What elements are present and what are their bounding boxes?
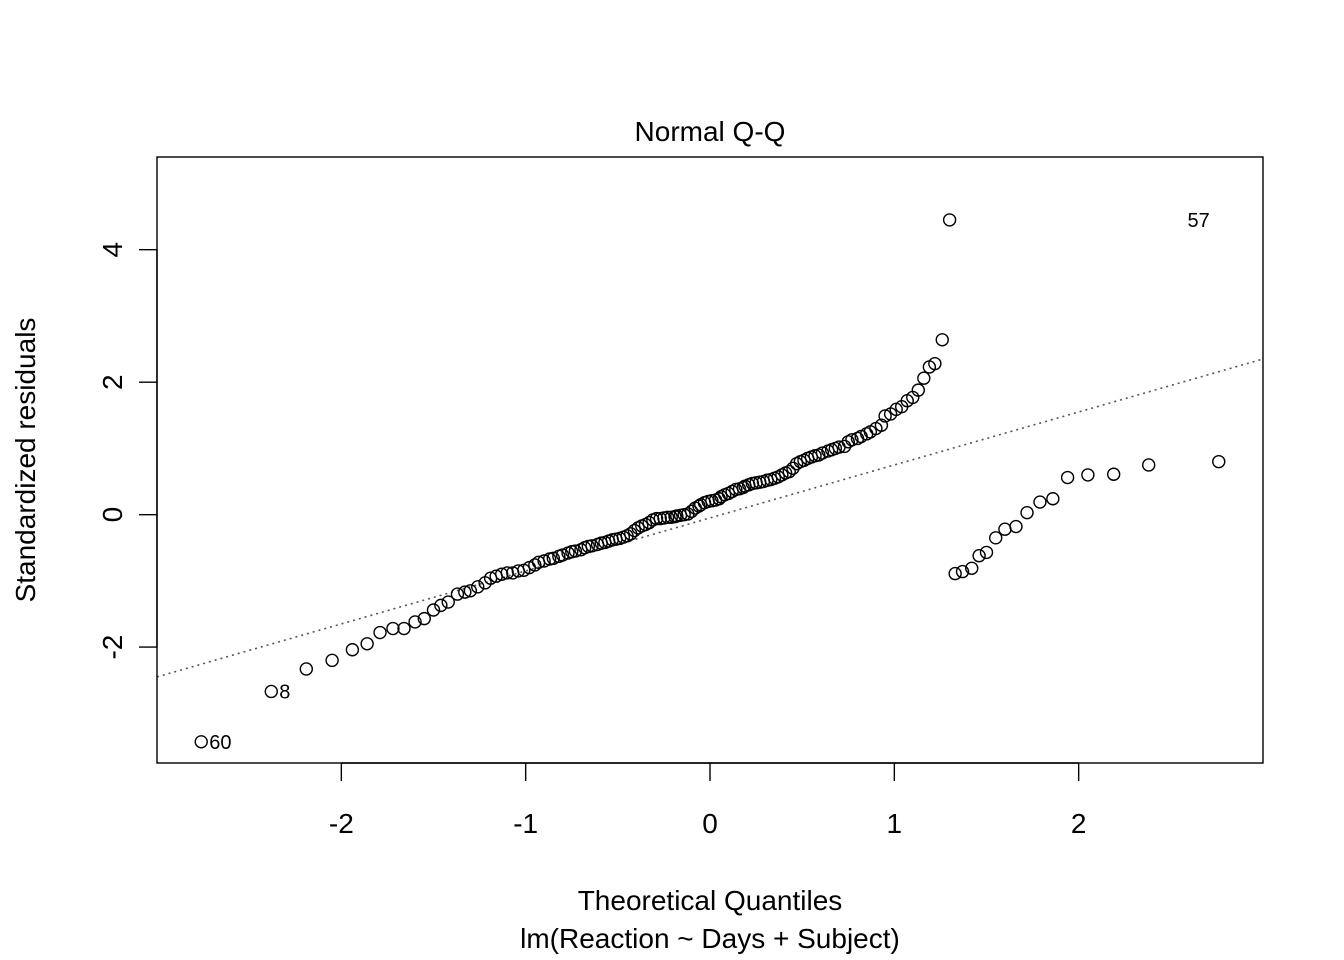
data-point — [928, 356, 942, 371]
data-point — [965, 561, 979, 575]
x-tick-label: 0 — [702, 808, 718, 839]
x-axis-subtitle: lm(Reaction ~ Days + Subject) — [520, 923, 900, 954]
data-point — [426, 603, 441, 617]
outlier-label: 8 — [279, 681, 290, 703]
data-point — [989, 531, 1003, 545]
data-point — [1046, 492, 1060, 506]
data-point — [1142, 458, 1156, 472]
data-point — [627, 523, 642, 538]
chart-title: Normal Q-Q — [635, 116, 786, 147]
point-labels: 57 8 60 — [209, 210, 1210, 754]
data-point — [955, 564, 970, 579]
y-axis-title: Standardized residuals — [10, 318, 41, 603]
data-point — [441, 595, 455, 609]
data-point — [878, 409, 892, 423]
data-point — [397, 621, 411, 636]
data-point — [386, 621, 400, 636]
outlier-label: 60 — [209, 732, 231, 754]
data-point — [360, 637, 374, 651]
data-point — [568, 544, 583, 558]
plot-area: 57 8 60 — [156, 156, 1264, 764]
data-point — [1033, 495, 1047, 509]
x-axis-title: Theoretical Quantiles — [578, 885, 843, 916]
data-point — [998, 522, 1012, 536]
data-point — [660, 510, 675, 524]
x-tick-label: 2 — [1071, 808, 1087, 839]
data-point — [463, 584, 478, 598]
x-axis: -2 -1 0 1 2 — [329, 762, 1087, 839]
data-point — [972, 549, 986, 563]
data-point — [1081, 468, 1095, 482]
data-point — [642, 515, 656, 530]
y-tick-label: -2 — [97, 635, 128, 660]
x-tick-label: -1 — [513, 808, 538, 839]
data-point — [345, 643, 360, 657]
data-point — [495, 567, 509, 581]
data-point — [815, 446, 830, 460]
data-point — [935, 333, 949, 347]
data-point — [194, 735, 208, 749]
y-tick-label: 0 — [97, 507, 128, 523]
data-point — [649, 511, 664, 526]
data-point — [458, 585, 472, 599]
data-point — [845, 433, 859, 447]
data-point — [408, 615, 422, 629]
data-point — [528, 558, 542, 572]
data-point — [450, 587, 465, 601]
data-point — [917, 371, 931, 385]
data-point — [264, 684, 278, 699]
data-point — [299, 662, 314, 676]
y-axis: -2 0 2 4 — [97, 242, 158, 660]
data-point — [325, 653, 339, 668]
data-point — [555, 548, 570, 562]
data-point — [948, 566, 962, 581]
outlier-label: 57 — [1188, 210, 1210, 232]
data-point — [434, 598, 448, 613]
data-point — [1060, 470, 1075, 485]
data-point — [874, 418, 889, 432]
x-tick-label: -2 — [329, 808, 354, 839]
y-tick-label: 2 — [97, 374, 128, 390]
data-point — [1212, 454, 1226, 469]
data-point — [546, 551, 561, 566]
x-tick-label: 1 — [887, 808, 903, 839]
data-point — [417, 611, 431, 626]
plot-frame — [156, 156, 1264, 764]
data-point — [1020, 505, 1034, 520]
data-point — [471, 580, 485, 594]
data-point — [624, 527, 638, 541]
data-point — [537, 554, 551, 568]
data-points — [194, 213, 1226, 749]
reference-line — [156, 358, 1264, 678]
data-point — [979, 545, 994, 560]
y-tick-label: 4 — [97, 242, 128, 258]
data-point — [1106, 467, 1121, 481]
data-point — [837, 439, 852, 454]
data-point — [786, 461, 800, 475]
data-point — [373, 625, 387, 640]
data-point — [585, 539, 599, 553]
data-point — [782, 464, 796, 479]
data-point — [911, 383, 925, 397]
data-point — [942, 213, 957, 227]
data-point — [1009, 519, 1023, 534]
